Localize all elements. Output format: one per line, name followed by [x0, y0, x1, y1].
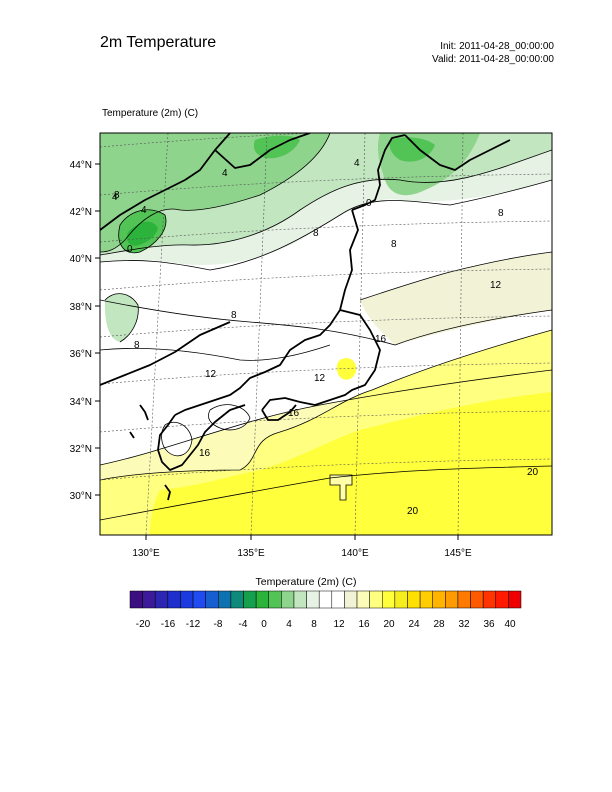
colorbar-swatch	[205, 590, 219, 609]
map-title: 2m Temperature	[100, 34, 217, 51]
colorbar-tick-labels: -20 -16 -12 -8 -4 0 4 8 12 16 20 24 28 3…	[136, 619, 516, 630]
colorbar-swatch	[331, 590, 345, 609]
colorbar-swatch	[482, 590, 497, 609]
lat-label: 34°N	[70, 397, 92, 408]
contour-label: 4	[141, 205, 147, 216]
contour-label: 8	[391, 239, 397, 250]
colorbar-swatch	[167, 590, 181, 609]
colorbar-swatch	[495, 590, 509, 609]
colorbar-tick-label: 36	[483, 619, 495, 630]
init-time: Init: 2011-04-28_00:00:00	[440, 41, 554, 52]
colorbar-swatch	[382, 590, 396, 609]
colorbar-swatch	[142, 590, 156, 609]
temperature-fill	[100, 133, 552, 535]
contour-label: 8	[114, 190, 120, 201]
lat-label: 32°N	[70, 444, 92, 455]
contour-label-layer: 4 4 8 0 4 0 4 8 8 8 12 8 8 16 16 16 12 2…	[112, 158, 539, 517]
colorbar-swatch	[218, 590, 232, 609]
colorbar-tick-label: 0	[261, 619, 267, 630]
colorbar-swatch	[344, 590, 358, 609]
colorbar-swatch	[129, 590, 143, 609]
lat-label: 36°N	[70, 349, 92, 360]
contour-label: 20	[407, 506, 419, 517]
colorbar-swatch	[293, 590, 307, 609]
colorbar-swatch	[230, 590, 244, 609]
colorbar-swatch	[394, 590, 408, 609]
lat-label: 38°N	[70, 302, 92, 313]
colorbar-swatch	[407, 590, 421, 609]
colorbar-tick-label: 20	[383, 619, 395, 630]
field-label: Temperature (2m) (C)	[102, 108, 199, 119]
colorbar-swatch	[255, 590, 269, 609]
contour-label: 8	[231, 310, 237, 321]
colorbar-swatch	[508, 590, 522, 609]
colorbar-swatch	[457, 590, 471, 609]
colorbar-tick-label: -16	[161, 619, 176, 630]
valid-time: Valid: 2011-04-28_00:00:00	[432, 54, 554, 65]
colorbar-tick-label: 16	[358, 619, 370, 630]
contour-label: 12	[490, 280, 502, 291]
contours	[100, 133, 552, 521]
colorbar-swatch	[243, 590, 257, 609]
colorbar-title: Temperature (2m) (C)	[255, 576, 357, 588]
contour-label: 8	[134, 340, 140, 351]
contour-label: 4	[222, 168, 228, 179]
lon-label: 130°E	[132, 548, 160, 559]
tick-marks	[95, 163, 459, 540]
colorbar-tick-label: 40	[504, 619, 516, 630]
init-valid-times: Init: 2011-04-28_00:00:00 Valid: 2011-04…	[432, 40, 554, 66]
colorbar-swatch	[369, 590, 383, 609]
contour-label: 12	[205, 369, 217, 380]
graticule	[100, 133, 552, 535]
longitude-labels: 130°E 135°E 140°E 145°E	[132, 548, 472, 559]
lat-label: 30°N	[70, 491, 92, 502]
colorbar-tick-label: -12	[186, 619, 201, 630]
lat-label: 42°N	[70, 207, 92, 218]
colorbar-swatch	[470, 590, 484, 609]
coastlines	[100, 133, 511, 501]
contour-label: 20	[527, 467, 539, 478]
colorbar-swatch	[281, 590, 295, 609]
contour-label: 8	[498, 208, 504, 219]
colorbar-swatch	[180, 590, 194, 609]
contour-label: 12	[314, 373, 326, 384]
lon-label: 140°E	[341, 548, 369, 559]
lon-label: 145°E	[444, 548, 472, 559]
contour-label: 16	[288, 408, 300, 419]
colorbar-swatch	[306, 590, 320, 609]
colorbar-swatch	[192, 590, 206, 609]
colorbar-swatch	[419, 590, 433, 609]
colorbar-swatch	[445, 590, 459, 609]
lat-label: 40°N	[70, 254, 92, 265]
map-frame	[99, 132, 553, 536]
contour-label: 16	[375, 334, 387, 345]
colorbar-tick-label: -20	[136, 619, 151, 630]
latitude-labels: 44°N 42°N 40°N 38°N 36°N 34°N 32°N 30°N	[70, 160, 92, 502]
contour-label: 8	[313, 228, 319, 239]
colorbar-swatch	[318, 590, 333, 609]
colorbar-tick-label: 24	[408, 619, 420, 630]
colorbar-tick-label: 12	[333, 619, 345, 630]
contour-label: 4	[354, 158, 360, 169]
contour-label: 16	[199, 448, 211, 459]
colorbar	[129, 590, 522, 609]
colorbar-tick-label: 8	[311, 619, 317, 630]
colorbar-tick-label: -8	[214, 619, 223, 630]
colorbar-swatch	[432, 590, 446, 609]
contour-label: 0	[366, 198, 372, 209]
colorbar-swatch	[356, 590, 370, 609]
colorbar-swatch	[154, 590, 169, 609]
colorbar-tick-label: 4	[286, 619, 292, 630]
colorbar-tick-label: 28	[433, 619, 445, 630]
contour-label: 4	[112, 192, 118, 203]
colorbar-tick-label: 32	[458, 619, 470, 630]
colorbar-tick-label: -4	[239, 619, 248, 630]
colorbar-swatch	[268, 590, 282, 609]
lon-label: 135°E	[237, 548, 265, 559]
lat-label: 44°N	[70, 160, 92, 171]
contour-label: 0	[127, 244, 133, 255]
